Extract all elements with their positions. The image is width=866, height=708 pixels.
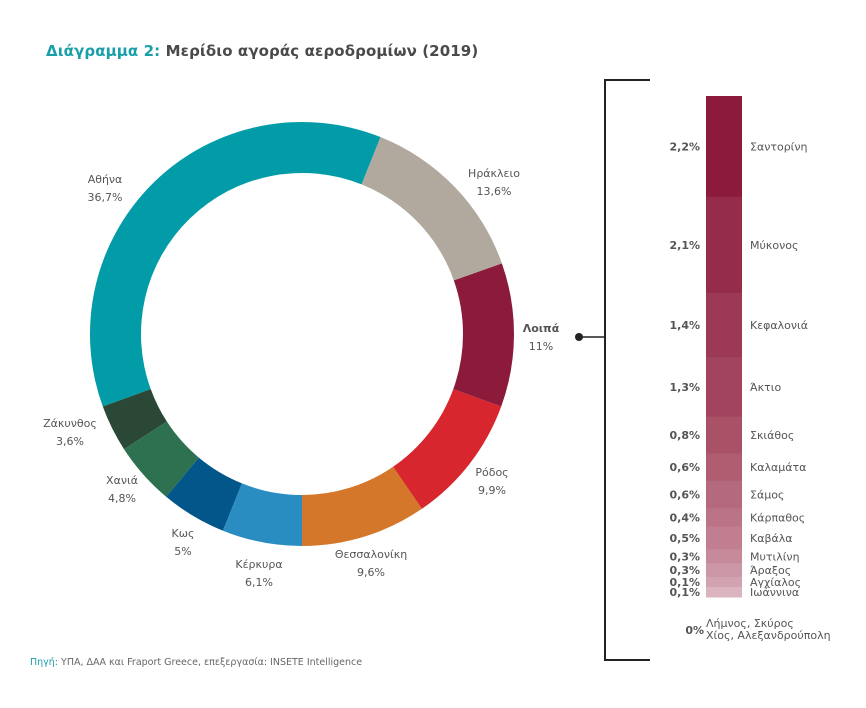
donut-label-κερκυρα: Κέρκυρα: [235, 558, 282, 571]
bar-segment-μυκονος: [706, 196, 742, 294]
donut-label-αθηνα: Αθήνα: [88, 173, 123, 186]
donut-value-ηρακλειο: 13,6%: [477, 185, 512, 198]
bar-label-καλαματα: Καλαμάτα: [750, 461, 806, 474]
donut-slice-κερκυρα: [222, 483, 302, 546]
bar-label-αγχιαλος: Αγχίαλος: [750, 576, 801, 589]
donut-value-χανια: 4,8%: [108, 492, 136, 505]
bar-label-μυκονος: Μύκονος: [750, 239, 798, 252]
bar-value-αραξος: 0,3%: [669, 564, 700, 577]
bar-label-σκιαθος: Σκιάθος: [750, 429, 794, 442]
bar-value-ακτιο: 1,3%: [669, 381, 700, 394]
donut-value-λοιπα: 11%: [529, 340, 553, 353]
donut-label-ροδος: Ρόδος: [475, 466, 508, 479]
bar-value-σκιαθος: 0,8%: [669, 429, 700, 442]
bar-label-κεφαλονια: Κεφαλονιά: [750, 319, 808, 332]
bar-label-ακτιο: Άκτιο: [750, 381, 781, 394]
bar-segment-καλαματα: [706, 453, 742, 482]
bar-segment-καρπαθος: [706, 508, 742, 528]
bar-label-καβαλα: Καβάλα: [750, 532, 793, 545]
bar-segment-σκιαθος: [706, 416, 742, 454]
bar-label-σαμος: Σάμος: [750, 489, 784, 502]
donut-label-ζακυνθος: Ζάκυνθος: [43, 417, 97, 430]
bar-segment-αγχιαλος: [706, 577, 742, 588]
bar-label-σαντορινη: Σαντορίνη: [750, 140, 808, 153]
connector-dot: [575, 333, 583, 341]
bracket-connector: [575, 79, 650, 661]
stacked-bar: [706, 96, 742, 598]
chart-title-text: Μερίδιο αγοράς αεροδρομίων (2019): [165, 42, 479, 60]
donut-value-ζακυνθος: 3,6%: [56, 435, 84, 448]
bar-value-μυκονος: 2,1%: [669, 239, 700, 252]
bar-segment-ιωαννινα: [706, 587, 742, 598]
bar-segment-αραξος: [706, 563, 742, 578]
donut-slice-χανια: [124, 421, 199, 497]
zero-note-line-2: Χίος, Αλεξανδρούπολη: [706, 629, 831, 642]
bar-label-καρπαθος: Κάρπαθος: [750, 511, 805, 524]
donut-slice-αθηνα: [90, 121, 381, 407]
zero-note-value: 0%: [685, 624, 704, 637]
donut-slice-κως: [166, 457, 242, 531]
donut-value-αθηνα: 36,7%: [88, 191, 123, 204]
bar-segment-ακτιο: [706, 357, 742, 418]
bar-value-αγχιαλος: 0,1%: [669, 576, 700, 589]
source-prefix: Πηγή:: [30, 657, 59, 668]
bar-value-σαντορινη: 2,2%: [669, 140, 700, 153]
bar-segment-σαντορινη: [706, 96, 742, 198]
donut-slice-λοιπα: [453, 263, 514, 407]
bar-label-αραξος: Άραξος: [750, 564, 791, 577]
donut-label-κως: Κως: [172, 527, 195, 540]
chart-title: Διάγραμμα 2: Μερίδιο αγοράς αεροδρομίων …: [46, 42, 478, 60]
bar-value-κεφαλονια: 1,4%: [669, 319, 700, 332]
bar-label-μυτιλινη: Μυτιλίνη: [750, 550, 800, 563]
donut-chart: [90, 121, 514, 546]
donut-value-κως: 5%: [174, 545, 191, 558]
bar-value-μυτιλινη: 0,3%: [669, 550, 700, 563]
donut-label-ηρακλειο: Ηράκλειο: [468, 167, 520, 180]
donut-slice-ροδος: [393, 389, 502, 509]
bar-segment-καβαλα: [706, 526, 742, 551]
donut-label-λοιπα: Λοιπά: [523, 322, 560, 335]
bar-value-καρπαθος: 0,4%: [669, 511, 700, 524]
bar-segment-κεφαλονια: [706, 292, 742, 358]
donut-value-κερκυρα: 6,1%: [245, 576, 273, 589]
donut-slice-θεσσαλονικη: [302, 466, 422, 546]
chart-title-prefix: Διάγραμμα 2:: [46, 42, 161, 60]
donut-label-θεσσαλονικη: Θεσσαλονίκη: [335, 548, 407, 561]
bar-segment-μυτιλινη: [706, 549, 742, 564]
donut-value-ροδος: 9,9%: [478, 484, 506, 497]
bar-value-σαμος: 0,6%: [669, 489, 700, 502]
zero-note-line-1: Λήμνος, Σκύρος: [706, 617, 794, 630]
donut-value-θεσσαλονικη: 9,6%: [357, 566, 385, 579]
stacked-bar-labels: 2,2% Σαντορίνη 2,1% Μύκονος 1,4% Κεφαλονιά 1,3…: [669, 140, 830, 642]
donut-labels: Θεσσαλονίκη 9,6% Ρόδος 9,9% Λοιπά 11% Ηράκλειο…: [43, 167, 560, 589]
source-text: ΥΠΑ, ΔΑΑ και Fraport Greece, επεξεργασία…: [61, 657, 363, 668]
bar-value-καλαματα: 0,6%: [669, 461, 700, 474]
bar-segment-σαμος: [706, 480, 742, 509]
donut-slice-ζακυνθος: [102, 389, 167, 450]
bar-label-ιωαννινα: Ιωάννινα: [750, 586, 799, 599]
donut-label-χανια: Χανιά: [106, 474, 138, 487]
bar-value-ιωαννινα: 0,1%: [669, 586, 700, 599]
source-note: Πηγή: ΥΠΑ, ΔΑΑ και Fraport Greece, επεξε…: [30, 657, 362, 668]
bar-value-καβαλα: 0,5%: [669, 532, 700, 545]
donut-slice-ηρακλειο: [361, 137, 502, 281]
